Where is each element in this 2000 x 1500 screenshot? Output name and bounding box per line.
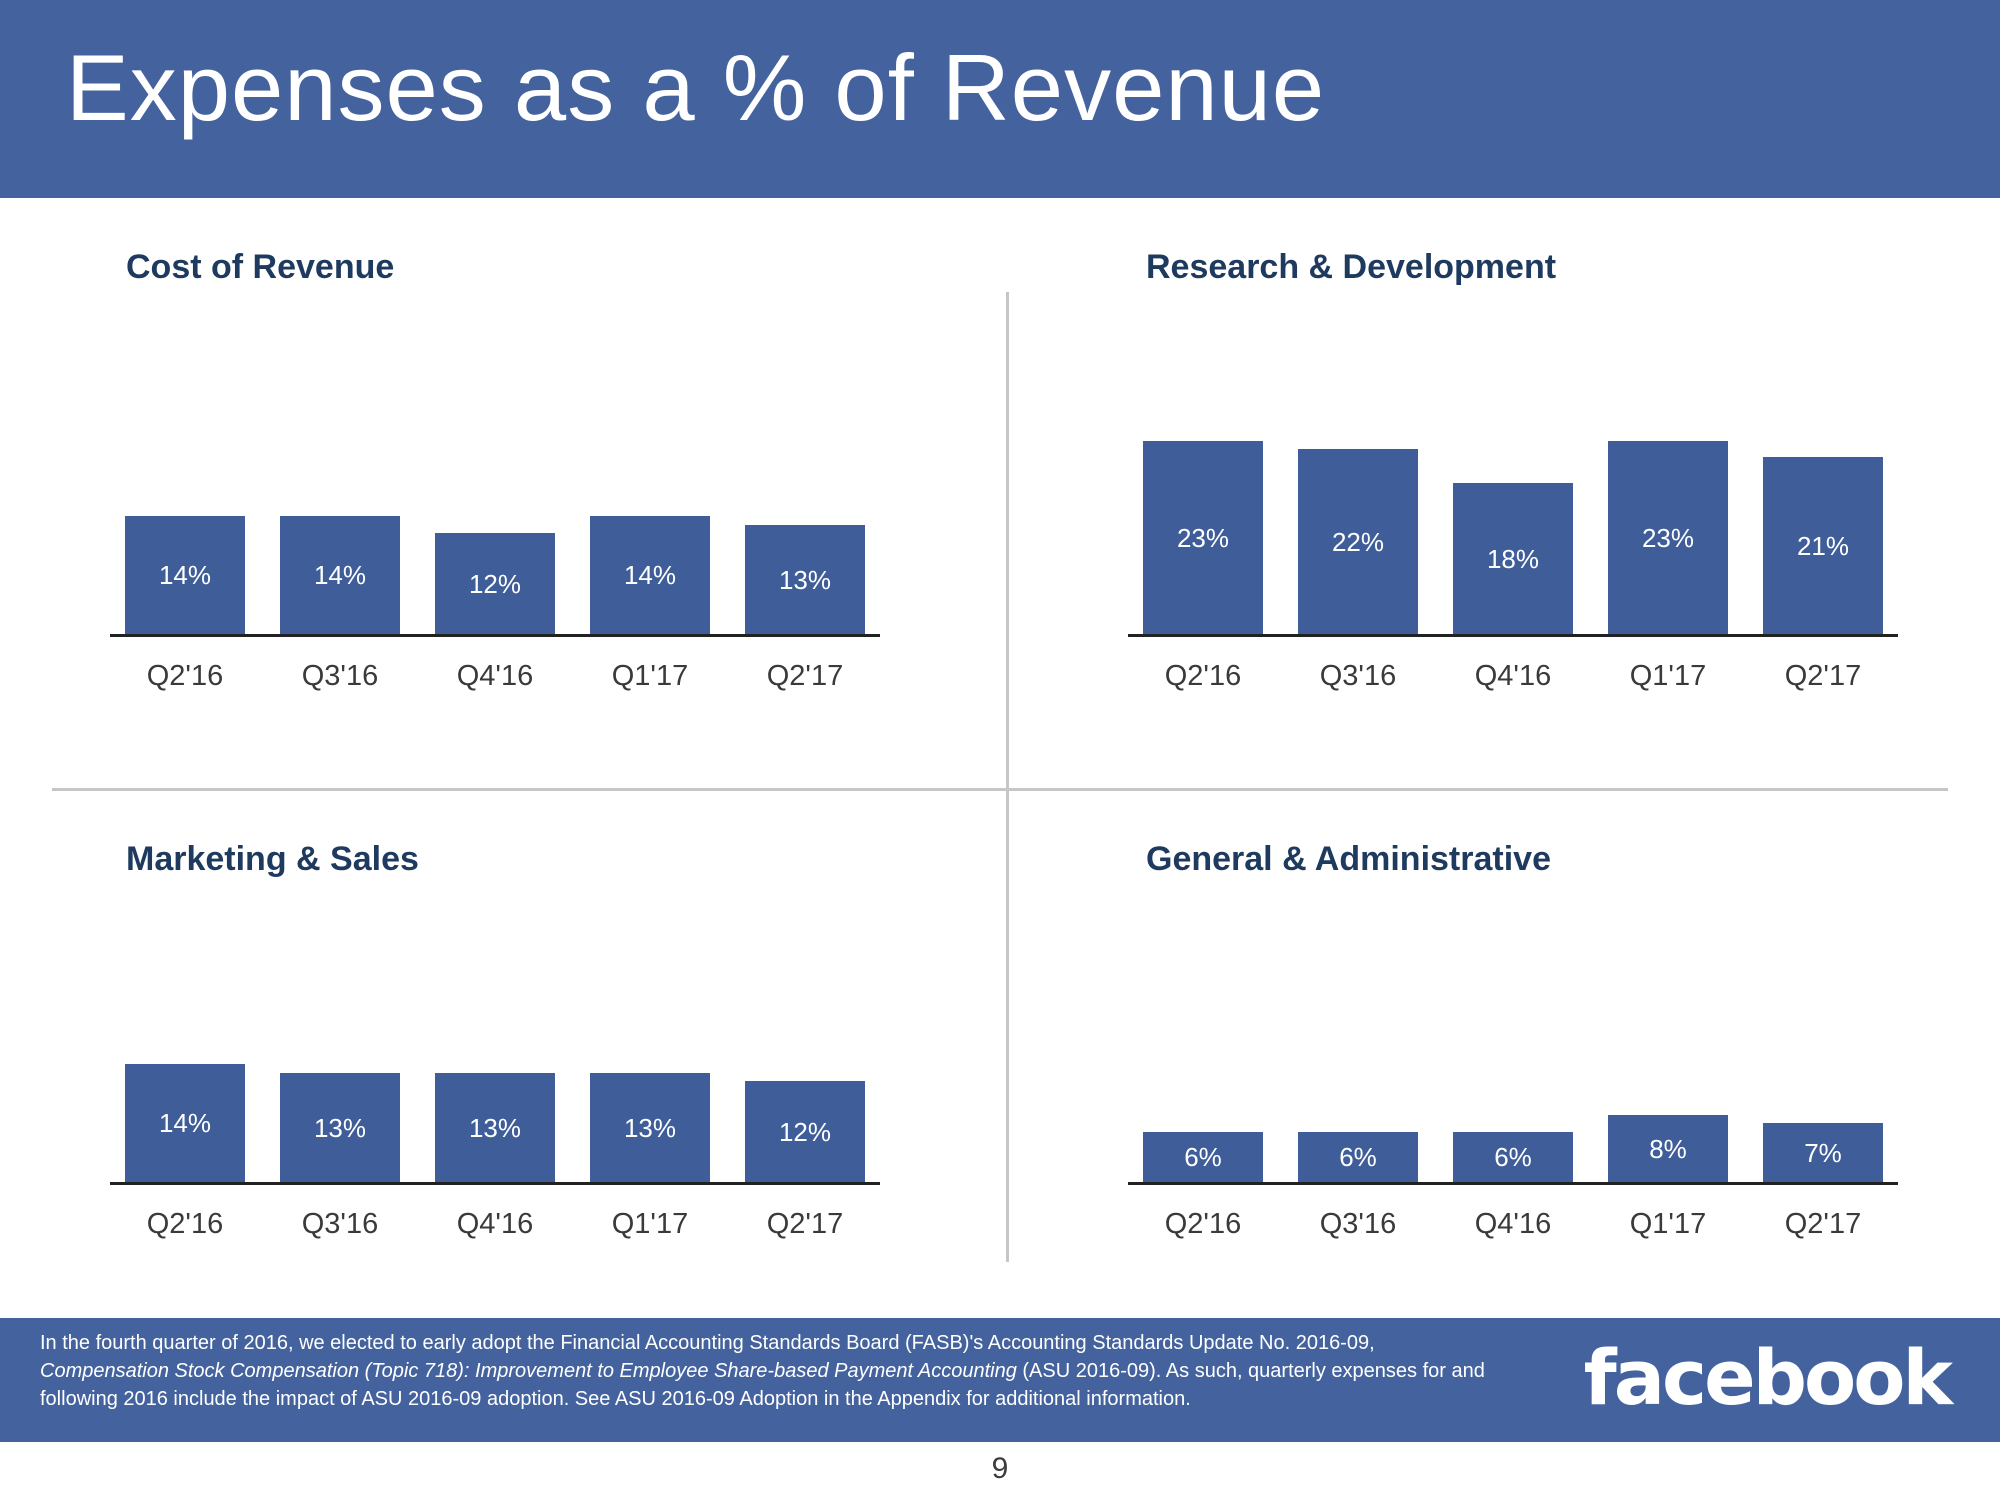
bar-Q2'16: 14%	[125, 1064, 245, 1182]
bar-value-label: 18%	[1486, 543, 1540, 574]
x-axis-label: Q4'16	[456, 1208, 534, 1240]
footnote-part2-italic: Compensation Stock Compensation (Topic 7…	[40, 1360, 1017, 1382]
bar-value-label: 23%	[1641, 522, 1695, 553]
bar-Q4'16: 6%	[1453, 1132, 1573, 1182]
x-axis-label: Q2'16	[1164, 1208, 1242, 1240]
bar-Q4'16: 18%	[1453, 483, 1573, 634]
bar-value-label: 23%	[1176, 522, 1230, 553]
bar-value-label: 12%	[468, 568, 522, 599]
footnote-text: In the fourth quarter of 2016, we electe…	[40, 1329, 1560, 1413]
bar-Q2'16: 6%	[1143, 1132, 1263, 1182]
bar-value-label: 8%	[1649, 1133, 1687, 1164]
x-axis-label: Q2'16	[1164, 660, 1242, 692]
bar-chart-research-development: 23% 22% 18% 23% 21%	[1128, 407, 1898, 637]
chart-title-research-development: Research & Development	[1146, 248, 1557, 286]
footnote-part1: In the fourth quarter of 2016, we electe…	[40, 1332, 1375, 1354]
bar-value-label: 6%	[1339, 1142, 1377, 1172]
x-axis-label: Q4'16	[1474, 1208, 1552, 1240]
x-axis-label: Q3'16	[301, 660, 379, 692]
bar-value-label: 6%	[1184, 1142, 1222, 1172]
x-axis-label: Q4'16	[1474, 660, 1552, 692]
bar-Q2'16: 23%	[1143, 441, 1263, 634]
bar-Q1'17: 23%	[1608, 441, 1728, 634]
bar-value-label: 14%	[158, 560, 212, 590]
footnote-part3: (ASU 2016-09). As such, quarterly expens…	[40, 1360, 1485, 1410]
bar-Q3'16: 6%	[1298, 1132, 1418, 1182]
bar-chart-cost-of-revenue: 14% 14% 12% 14% 13%	[110, 407, 880, 637]
page-title: Expenses as a % of Revenue	[66, 35, 1326, 140]
bar-Q2'17: 13%	[745, 525, 865, 634]
page-number: 9	[991, 1452, 1009, 1485]
chart-title-marketing-sales: Marketing & Sales	[126, 840, 419, 878]
x-axis-label: Q3'16	[301, 1208, 379, 1240]
bar-Q1'17: 14%	[590, 516, 710, 634]
slide-footer: In the fourth quarter of 2016, we electe…	[0, 1318, 2000, 1442]
bar-value-label: 13%	[313, 1112, 367, 1143]
x-axis-label: Q2'17	[766, 1208, 844, 1240]
x-axis-labels-marketing-sales: Q2'16 Q3'16 Q4'16 Q1'17 Q2'17	[110, 1208, 880, 1241]
chart-title-general-administrative: General & Administrative	[1146, 840, 1551, 878]
bar-Q1'17: 13%	[590, 1073, 710, 1182]
bar-Q3'16: 13%	[280, 1073, 400, 1182]
bar-Q2'17: 7%	[1763, 1123, 1883, 1182]
bar-Q4'16: 12%	[435, 533, 555, 634]
bar-Q3'16: 22%	[1298, 449, 1418, 634]
bar-value-label: 22%	[1331, 526, 1385, 557]
bar-value-label: 13%	[778, 564, 832, 595]
x-axis-label: Q3'16	[1319, 660, 1397, 692]
x-axis-label: Q2'17	[1784, 660, 1862, 692]
bar-Q4'16: 13%	[435, 1073, 555, 1182]
bar-value-label: 14%	[623, 560, 677, 590]
x-axis-label: Q1'17	[1629, 660, 1707, 692]
bar-value-label: 21%	[1796, 530, 1850, 561]
chart-title-cost-of-revenue: Cost of Revenue	[126, 248, 395, 286]
bar-value-label: 14%	[313, 560, 367, 590]
x-axis-label: Q4'16	[456, 660, 534, 692]
bar-Q3'16: 14%	[280, 516, 400, 634]
bar-Q2'16: 14%	[125, 516, 245, 634]
vertical-divider	[1006, 292, 1009, 1262]
bar-value-label: 7%	[1804, 1137, 1842, 1168]
x-axis-label: Q1'17	[611, 1208, 689, 1240]
bar-value-label: 13%	[468, 1112, 522, 1143]
bar-Q2'17: 21%	[1763, 457, 1883, 634]
bar-chart-marketing-sales: 14% 13% 13% 13% 12%	[110, 955, 880, 1185]
x-axis-label: Q2'17	[1784, 1208, 1862, 1240]
x-axis-label: Q3'16	[1319, 1208, 1397, 1240]
x-axis-label: Q1'17	[611, 660, 689, 692]
x-axis-labels-general-administrative: Q2'16 Q3'16 Q4'16 Q1'17 Q2'17	[1128, 1208, 1898, 1241]
bar-value-label: 13%	[623, 1112, 677, 1143]
slide-header: Expenses as a % of Revenue	[0, 0, 2000, 198]
x-axis-label: Q2'16	[146, 1208, 224, 1240]
bar-value-label: 12%	[778, 1116, 832, 1147]
bar-chart-general-administrative: 6% 6% 6% 8% 7%	[1128, 955, 1898, 1185]
x-axis-label: Q2'17	[766, 660, 844, 692]
x-axis-labels-research-development: Q2'16 Q3'16 Q4'16 Q1'17 Q2'17	[1128, 660, 1898, 693]
bar-Q2'17: 12%	[745, 1081, 865, 1182]
horizontal-divider	[52, 788, 1948, 791]
x-axis-labels-cost-of-revenue: Q2'16 Q3'16 Q4'16 Q1'17 Q2'17	[110, 660, 880, 693]
facebook-logo: facebook	[1583, 1333, 1953, 1422]
bar-value-label: 6%	[1494, 1142, 1532, 1172]
x-axis-label: Q1'17	[1629, 1208, 1707, 1240]
x-axis-label: Q2'16	[146, 660, 224, 692]
bar-value-label: 14%	[158, 1108, 212, 1138]
bar-Q1'17: 8%	[1608, 1115, 1728, 1182]
